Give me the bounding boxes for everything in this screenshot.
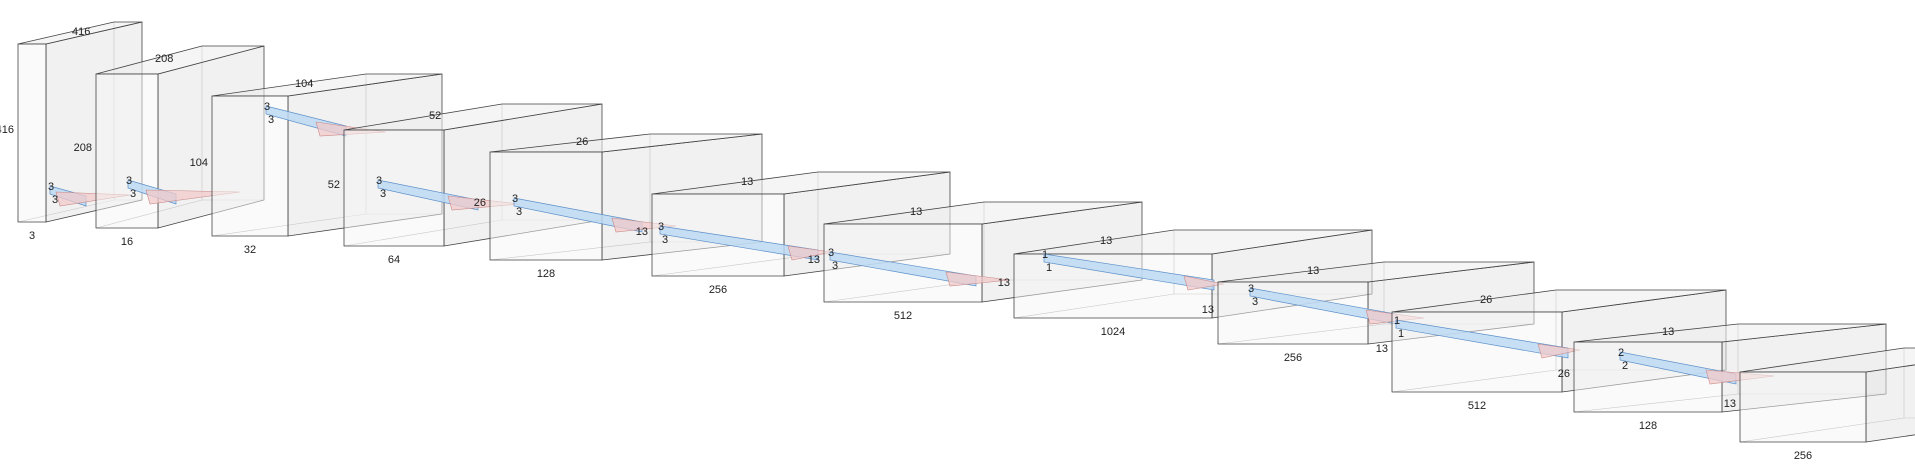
height-label: 13 bbox=[998, 277, 1010, 289]
kernel-size-label: 3 bbox=[1252, 296, 1258, 308]
projection-cone bbox=[787, 245, 833, 261]
kernel-slab bbox=[1619, 351, 1737, 385]
kernel-slab bbox=[659, 225, 819, 261]
kernel-slab bbox=[513, 197, 643, 233]
kernel-size-label: 3 bbox=[52, 194, 58, 206]
width-label: 104 bbox=[295, 78, 313, 90]
box-front-face bbox=[1573, 341, 1723, 413]
kernel-size-label: 3 bbox=[828, 247, 834, 259]
height-label: 104 bbox=[190, 157, 208, 169]
kernel-size-label: 3 bbox=[126, 175, 132, 187]
projection-cone bbox=[611, 217, 677, 233]
height-label: 26 bbox=[1558, 368, 1570, 380]
projection-cone bbox=[945, 271, 1011, 287]
depth-label: 16 bbox=[121, 236, 133, 248]
layer-conv-10: 22 128 26 13 bbox=[1558, 323, 1887, 432]
kernel-slab bbox=[829, 251, 977, 287]
projection-cone bbox=[447, 195, 521, 211]
width-label: 26 bbox=[576, 136, 588, 148]
kernel-size-label: 3 bbox=[662, 234, 668, 246]
depth-label: 3 bbox=[29, 230, 35, 242]
kernel-size-label: 3 bbox=[264, 101, 270, 113]
kernel-size-label: 3 bbox=[380, 188, 386, 200]
height-label: 52 bbox=[328, 179, 340, 191]
kernel-size-label: 3 bbox=[48, 181, 54, 193]
projection-cone bbox=[1537, 343, 1581, 359]
depth-label: 32 bbox=[244, 244, 256, 256]
depth-label: 512 bbox=[894, 310, 912, 322]
kernel-size-label: 1 bbox=[1394, 315, 1400, 327]
kernel-size-label: 3 bbox=[516, 206, 522, 218]
kernel-slab bbox=[1043, 253, 1215, 291]
depth-label: 128 bbox=[1639, 420, 1657, 432]
box-front-face bbox=[1739, 371, 1867, 443]
depth-label: 256 bbox=[1284, 352, 1302, 364]
kernel-size-label: 3 bbox=[130, 188, 136, 200]
kernel-size-label: 3 bbox=[512, 193, 518, 205]
layer-conv-11: 256 13 bbox=[1724, 347, 1915, 462]
width-label: 13 bbox=[1662, 326, 1674, 338]
depth-label: 512 bbox=[1468, 400, 1486, 412]
kernel-size-label: 3 bbox=[1248, 283, 1254, 295]
box-front-face bbox=[211, 95, 289, 237]
width-label: 416 bbox=[72, 26, 90, 38]
box-front-face bbox=[1217, 281, 1369, 345]
box-front-face bbox=[823, 223, 983, 303]
width-label: 13 bbox=[741, 176, 753, 188]
height-label: 13 bbox=[1376, 343, 1388, 355]
kernel-size-label: 2 bbox=[1618, 347, 1624, 359]
projection-cone bbox=[1183, 275, 1225, 291]
height-label: 416 bbox=[0, 124, 14, 136]
width-label: 52 bbox=[429, 110, 441, 122]
kernel-size-label: 3 bbox=[832, 260, 838, 272]
height-label: 13 bbox=[1724, 398, 1736, 410]
width-label: 13 bbox=[1100, 235, 1112, 247]
kernel-size-label: 1 bbox=[1398, 328, 1404, 340]
kernel-size-label: 3 bbox=[268, 114, 274, 126]
width-label: 208 bbox=[155, 53, 173, 65]
width-label: 26 bbox=[1480, 294, 1492, 306]
height-label: 26 bbox=[474, 197, 486, 209]
box-front-face bbox=[1013, 253, 1213, 319]
kernel-size-label: 3 bbox=[658, 221, 664, 233]
height-label: 13 bbox=[1202, 304, 1214, 316]
width-label: 13 bbox=[1307, 265, 1319, 277]
kernel-size-label: 3 bbox=[376, 175, 382, 187]
height-label: 208 bbox=[74, 142, 92, 154]
depth-label: 128 bbox=[537, 268, 555, 280]
kernel-size-label: 1 bbox=[1046, 262, 1052, 274]
kernel-size-label: 2 bbox=[1622, 360, 1628, 372]
kernel-slab bbox=[1395, 319, 1569, 359]
depth-label: 256 bbox=[1794, 450, 1812, 462]
height-label: 13 bbox=[808, 254, 820, 266]
depth-label: 256 bbox=[709, 284, 727, 296]
box-front-face bbox=[95, 73, 159, 229]
depth-label: 1024 bbox=[1101, 326, 1125, 338]
box-front-face bbox=[17, 43, 47, 223]
height-label: 13 bbox=[636, 226, 648, 238]
width-label: 13 bbox=[910, 206, 922, 218]
depth-label: 64 bbox=[388, 254, 400, 266]
kernel-size-label: 1 bbox=[1042, 249, 1048, 261]
